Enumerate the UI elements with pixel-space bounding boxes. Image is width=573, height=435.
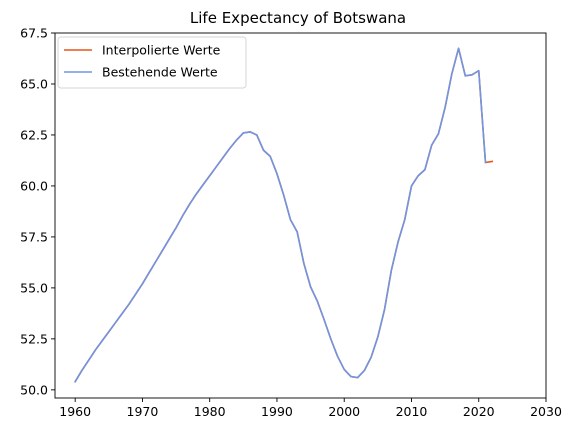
x-tick-label: 1960 [59, 404, 91, 419]
plot-lines [75, 48, 492, 381]
x-tick-label: 1970 [127, 404, 159, 419]
x-tick-label: 1990 [261, 404, 293, 419]
y-tick-label: 57.5 [20, 229, 48, 244]
y-tick-label: 65.0 [20, 76, 48, 91]
series-line-interpolated [75, 48, 492, 381]
chart-title: Life Expectancy of Botswana [190, 9, 406, 27]
y-tick-label: 60.0 [20, 178, 48, 193]
y-tick-label: 50.0 [20, 382, 48, 397]
y-tick-label: 67.5 [20, 26, 48, 41]
x-tick-label: 2010 [396, 404, 428, 419]
x-axis: 1960 1970 1980 1990 2000 2010 2020 2030 [59, 398, 562, 419]
y-tick-label: 55.0 [20, 280, 48, 295]
series-line-existing [75, 48, 485, 381]
x-tick-label: 2020 [463, 404, 495, 419]
legend: Interpolierte Werte Bestehende Werte [58, 37, 246, 88]
legend-label: Interpolierte Werte [102, 43, 221, 58]
y-tick-label: 62.5 [20, 127, 48, 142]
y-tick-label: 52.5 [20, 331, 48, 346]
x-tick-label: 2000 [328, 404, 360, 419]
x-tick-label: 1980 [194, 404, 226, 419]
y-axis: 50.0 52.5 55.0 57.5 60.0 62.5 65.0 67.5 [20, 26, 55, 398]
legend-label: Bestehende Werte [102, 65, 218, 80]
x-tick-label: 2030 [530, 404, 562, 419]
